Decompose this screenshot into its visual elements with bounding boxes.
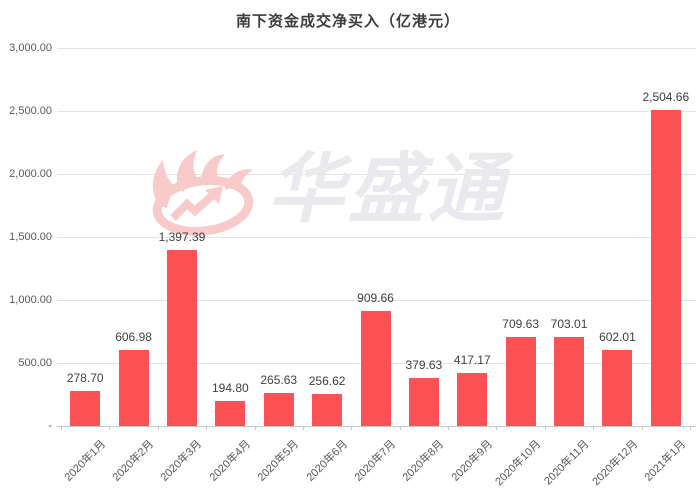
bar [554, 337, 585, 426]
x-axis-tick [544, 426, 546, 430]
bar-value-label: 194.80 [211, 381, 249, 396]
y-axis-tick-label: 2,500.00 [9, 105, 52, 117]
bar-value-label: 278.70 [66, 370, 104, 385]
x-axis-tick [206, 426, 208, 430]
gridline [57, 48, 696, 49]
gridline [57, 111, 696, 112]
x-axis-tick [61, 426, 62, 430]
x-axis-tick [302, 426, 304, 430]
x-axis-category-label: 2020年11月 [542, 438, 592, 488]
x-axis-tick [641, 426, 643, 430]
y-axis-tick-label: - [48, 420, 52, 432]
x-axis-category-label: 2020年7月 [352, 438, 399, 484]
x-axis-category-label: 2020年2月 [110, 438, 157, 484]
bar [215, 401, 246, 426]
bar-value-label: 2,504.66 [642, 90, 690, 105]
gridline [57, 237, 696, 238]
bar-value-label: 703.01 [550, 317, 588, 332]
x-axis-tick [351, 426, 353, 430]
bar-value-label: 602.01 [599, 330, 636, 345]
bar [263, 392, 294, 426]
bar [602, 350, 633, 426]
y-axis-tick-label: 500.00 [18, 357, 52, 369]
gridline [57, 300, 696, 301]
x-axis-tick [109, 426, 111, 430]
bar [360, 311, 391, 426]
bar-value-label: 265.63 [260, 372, 298, 387]
x-axis-tick [593, 426, 595, 430]
bar [312, 393, 343, 426]
bar [457, 373, 488, 426]
bar [505, 336, 536, 426]
bar [166, 249, 197, 426]
x-axis-line [57, 426, 696, 427]
y-axis-tick-label: 1,500.00 [9, 231, 52, 243]
x-axis-tick [254, 426, 256, 430]
chart-title: 南下资金成交净买入（亿港元） [235, 13, 460, 30]
x-axis-category-label: 2020年10月 [493, 438, 544, 489]
y-axis-tick-label: 3,000.00 [9, 42, 52, 54]
x-axis-tick [157, 426, 159, 430]
bar-value-label: 379.63 [405, 358, 443, 373]
x-axis-category-label: 2020年4月 [207, 438, 253, 484]
x-axis-tick [448, 426, 450, 430]
bar [650, 110, 681, 426]
x-axis-category-label: 2020年8月 [400, 438, 447, 484]
x-axis-tick [399, 426, 401, 430]
x-axis-category-label: 2020年1月 [62, 438, 108, 484]
x-axis-tick [496, 426, 498, 430]
x-axis-tick [690, 426, 691, 430]
bar-value-label: 909.66 [357, 291, 394, 306]
x-axis-category-label: 2020年3月 [158, 438, 205, 484]
x-axis-category-label: 2020年6月 [304, 438, 350, 484]
x-axis-category-label: 2021年1月 [642, 438, 689, 484]
y-axis-tick-label: 2,000.00 [9, 168, 52, 180]
x-axis-category-label: 2020年9月 [449, 438, 495, 484]
x-axis-category-label: 2020年12月 [590, 438, 641, 489]
bar [408, 378, 439, 426]
y-axis-tick-label: 1,000.00 [9, 294, 52, 306]
x-axis-category-label: 2020年5月 [255, 438, 302, 484]
bar-value-label: 256.62 [308, 373, 346, 388]
bar-value-label: 606.98 [115, 329, 152, 344]
bar [118, 349, 149, 426]
bar-value-label: 709.63 [502, 316, 539, 331]
gridline [57, 174, 696, 175]
bar-value-label: 417.17 [453, 353, 491, 368]
bar [70, 390, 101, 426]
